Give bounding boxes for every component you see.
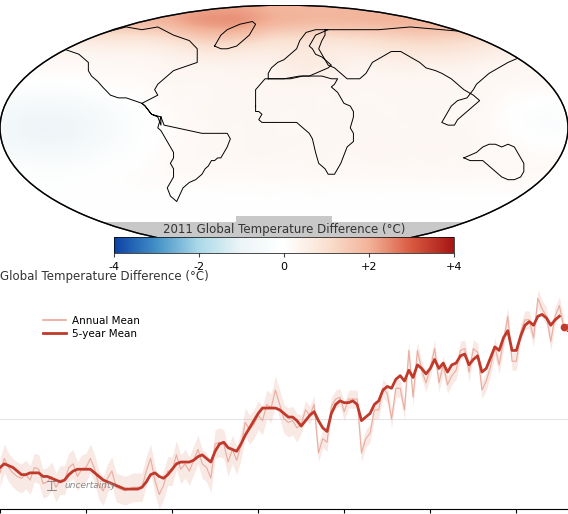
Legend: Annual Mean, 5-year Mean: Annual Mean, 5-year Mean: [39, 311, 144, 343]
Text: uncertainty: uncertainty: [65, 481, 116, 490]
Title: 2011 Global Temperature Difference (°C): 2011 Global Temperature Difference (°C): [163, 223, 405, 236]
Text: 2011 +0.51: 2011 +0.51: [566, 323, 568, 334]
Text: Global Temperature Difference (°C): Global Temperature Difference (°C): [0, 270, 209, 283]
PathPatch shape: [0, 0, 568, 312]
